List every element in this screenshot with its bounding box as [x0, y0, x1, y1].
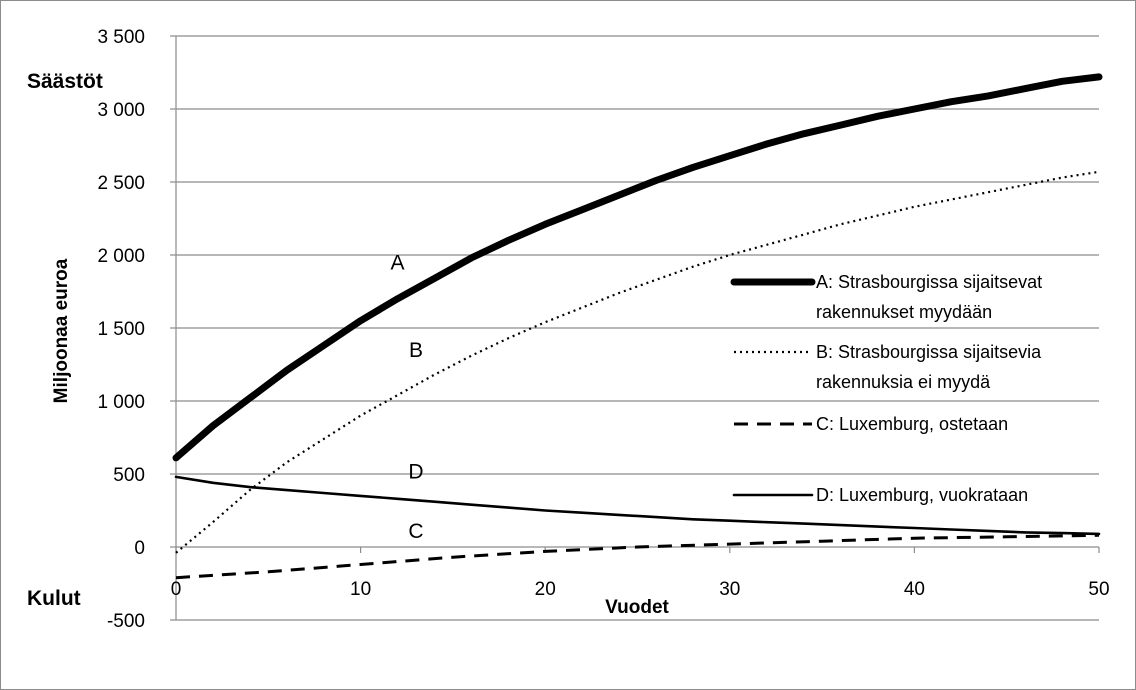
series-marker-d: D	[408, 460, 423, 483]
series-marker-a: A	[391, 252, 405, 275]
series-line-d	[174, 475, 1101, 536]
tick-labels: -500 0 500 1 000 1 500 2 000 2 500 3 000 3 500 0 1…	[97, 27, 1109, 632]
legend-label-d: D: Luxemburg, vuokrataan	[816, 485, 1028, 505]
x-tick-label: 30	[719, 579, 740, 600]
series-lines	[172, 73, 1103, 580]
chart-labels: Vuodet Miljoonaa euroa Säästöt Kulut	[27, 70, 670, 618]
x-tick-label: 10	[350, 579, 371, 600]
y-tick-label: 500	[113, 465, 145, 486]
x-tick-label: 20	[535, 579, 556, 600]
y-tick-label: 3 500	[97, 27, 145, 48]
y-tick-label: 1 000	[97, 392, 145, 413]
series-line-a	[172, 73, 1103, 462]
series-marker-labels: A B C D	[391, 252, 424, 544]
x-tick-label: 40	[904, 579, 925, 600]
y-tick-label: 2 500	[97, 173, 145, 194]
y-tick-label: 1 500	[97, 319, 145, 340]
gridlines	[176, 35, 1099, 621]
x-axis-title: Vuodet	[605, 597, 669, 618]
costs-label: Kulut	[27, 587, 81, 610]
legend: A: Strasbourgissa sijaitsevat rakennukset…	[730, 272, 1042, 505]
y-tick-label: 3 000	[97, 100, 145, 121]
legend-label-c: C: Luxemburg, ostetaan	[816, 414, 1008, 434]
series-line-c	[175, 533, 1100, 580]
y-axis-title: Miljoonaa euroa	[51, 258, 72, 403]
y-tick-label: 2 000	[97, 246, 145, 267]
legend-label-a: rakennukset myydään	[816, 302, 992, 322]
y-tick-label: 0	[134, 538, 145, 559]
y-tick-label: -500	[107, 611, 145, 632]
legend-label-b: rakennuksia ei myydä	[816, 372, 991, 392]
x-tick-label: 50	[1088, 579, 1109, 600]
savings-label: Säästöt	[27, 70, 103, 93]
legend-label-b: B: Strasbourgissa sijaitsevia	[816, 342, 1042, 362]
x-tick-label: 0	[171, 579, 182, 600]
series-marker-c: C	[408, 520, 423, 543]
legend-label-a: A: Strasbourgissa sijaitsevat	[816, 272, 1042, 292]
series-marker-b: B	[409, 339, 423, 362]
